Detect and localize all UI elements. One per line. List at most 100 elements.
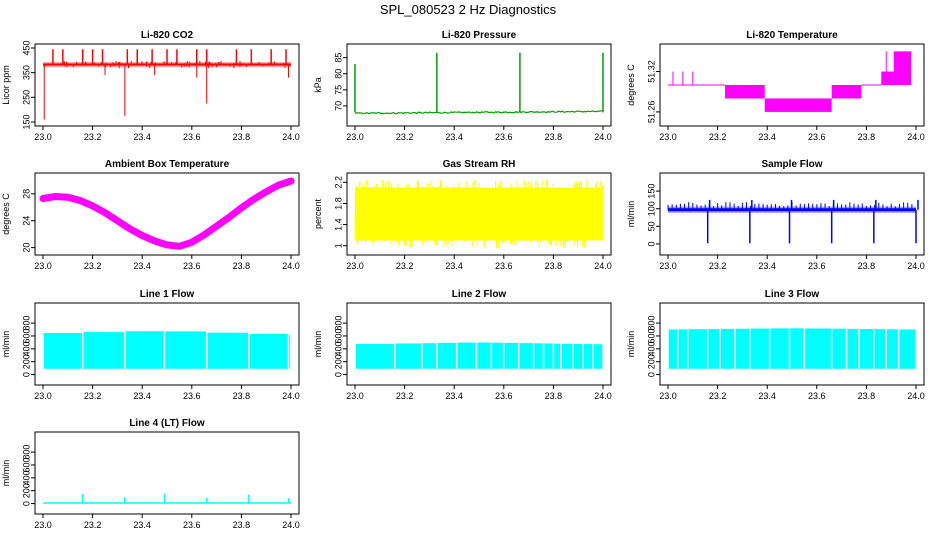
panel-title: Line 2 Flow <box>452 289 507 300</box>
data-segment <box>725 85 765 99</box>
data-band <box>437 342 456 369</box>
data-band <box>899 329 916 369</box>
panel-title: Gas Stream RH <box>443 159 516 170</box>
y-tick-label: 80 <box>333 69 343 79</box>
x-tick-label: 23.0 <box>34 520 52 530</box>
y-tick-label: 28 <box>21 189 31 199</box>
y-tick-label: 0 <box>21 372 31 377</box>
data-band <box>790 328 804 369</box>
y-tick-label: 150 <box>21 114 31 129</box>
panel-ambient: Ambient Box Temperature 23.0 23.2 23.4 23.6 2… <box>1 159 300 271</box>
x-tick-label: 23.2 <box>84 520 102 530</box>
data-band <box>561 343 573 369</box>
y-tick-label: 350 <box>21 65 31 80</box>
panel-title: Li-820 CO2 <box>141 30 194 41</box>
data-band <box>554 343 561 369</box>
y-tick-label: 24 <box>21 216 31 226</box>
plot-frame <box>34 302 300 386</box>
y-axis-label: ml/min <box>1 460 11 487</box>
panel-line4: Line 4 (LT) Flow 23.0 23.2 23.4 23.6 23.8 24.0… <box>1 418 300 530</box>
data-line <box>39 177 295 250</box>
x-tick-label: 24.0 <box>282 132 300 142</box>
x-tick-label: 23.8 <box>858 261 876 271</box>
data-segment <box>893 51 912 85</box>
x-tick-label: 24.0 <box>907 391 925 401</box>
panel-line1: Line 1 Flow 23.0 23.2 23.4 23.6 23.8 24.0 0 2004… <box>1 289 300 401</box>
data-band <box>457 342 476 369</box>
x-tick-label: 23.8 <box>545 391 563 401</box>
x-tick-label: 23.2 <box>709 391 727 401</box>
y-tick-label: 0 <box>21 501 31 506</box>
x-tick-label: 23.4 <box>758 132 776 142</box>
x-tick-label: 23.2 <box>396 132 414 142</box>
data-segment <box>881 71 894 85</box>
plot-frame <box>659 302 925 386</box>
series-line3 <box>668 328 916 369</box>
x-tick-label: 23.2 <box>709 261 727 271</box>
y-axis-label: degrees C <box>1 193 11 235</box>
y-tick-label: 51.32 <box>646 60 656 83</box>
x-tick-label: 23.8 <box>858 391 876 401</box>
panel-title: Ambient Box Temperature <box>105 159 230 170</box>
panel-title: Line 3 Flow <box>765 289 820 300</box>
y-tick-label: 450 <box>21 40 31 55</box>
x-tick-label: 23.0 <box>34 132 52 142</box>
x-tick-label: 23.6 <box>808 391 826 401</box>
x-tick-label: 23.2 <box>396 391 414 401</box>
y-tick-label: 2.2 <box>333 176 343 189</box>
y-tick-label: 70 <box>333 101 343 111</box>
x-tick-label: 23.6 <box>183 520 201 530</box>
series-rh <box>354 179 603 249</box>
x-tick-label: 23.0 <box>346 261 364 271</box>
data-segment <box>831 85 862 99</box>
series-pressure <box>354 52 604 115</box>
y-axis-label: degrees C <box>626 64 636 106</box>
y-tick-label: 200 <box>646 354 656 369</box>
data-band <box>886 329 898 369</box>
x-tick-label: 23.0 <box>346 391 364 401</box>
x-tick-label: 23.2 <box>84 261 102 271</box>
y-tick-label: 800 <box>21 445 31 460</box>
x-tick-label: 23.0 <box>34 261 52 271</box>
y-tick-label: 100 <box>646 201 656 216</box>
data-band <box>573 343 583 369</box>
data-band <box>125 331 164 369</box>
y-tick-label: 600 <box>21 457 31 472</box>
data-band <box>165 331 206 369</box>
data-band <box>534 343 543 369</box>
data-band <box>847 328 859 369</box>
y-tick-label: 800 <box>646 316 656 331</box>
x-tick-label: 23.4 <box>758 391 776 401</box>
plot-frame <box>346 172 612 256</box>
x-tick-label: 23.4 <box>133 132 151 142</box>
data-band <box>750 328 769 369</box>
x-tick-label: 23.8 <box>858 132 876 142</box>
plot-frame <box>34 43 300 127</box>
x-tick-label: 24.0 <box>907 261 925 271</box>
data-segment <box>764 98 832 112</box>
panel-temperature: Li-820 Temperature 23.0 23.2 23.4 23.6 23.8 24… <box>626 30 925 142</box>
data-band <box>678 329 688 369</box>
panel-title: Line 1 Flow <box>140 289 195 300</box>
y-tick-label: 0 <box>646 241 656 246</box>
plot-frame <box>34 431 300 515</box>
y-tick-label: 1 <box>333 243 343 248</box>
y-tick-label: 1.4 <box>333 218 343 231</box>
x-tick-label: 23.6 <box>495 391 513 401</box>
data-band <box>770 328 789 369</box>
panel-title: Li-820 Temperature <box>746 30 838 41</box>
y-tick-label: 75 <box>333 85 343 95</box>
y-tick-label: 1.8 <box>333 197 343 210</box>
x-tick-label: 23.0 <box>659 261 677 271</box>
panel-line2: Line 2 Flow 23.0 23.2 23.4 23.6 23.8 24.0 0 2004… <box>313 289 612 401</box>
y-tick-label: 400 <box>333 341 343 356</box>
data-band <box>593 344 603 369</box>
series-co2 <box>43 49 291 120</box>
y-tick-label: 600 <box>21 328 31 343</box>
x-tick-label: 23.6 <box>808 261 826 271</box>
y-tick-label: 200 <box>21 483 31 498</box>
x-tick-label: 23.8 <box>545 261 563 271</box>
x-tick-label: 23.6 <box>183 391 201 401</box>
data-band <box>859 329 874 369</box>
x-tick-label: 23.6 <box>183 261 201 271</box>
